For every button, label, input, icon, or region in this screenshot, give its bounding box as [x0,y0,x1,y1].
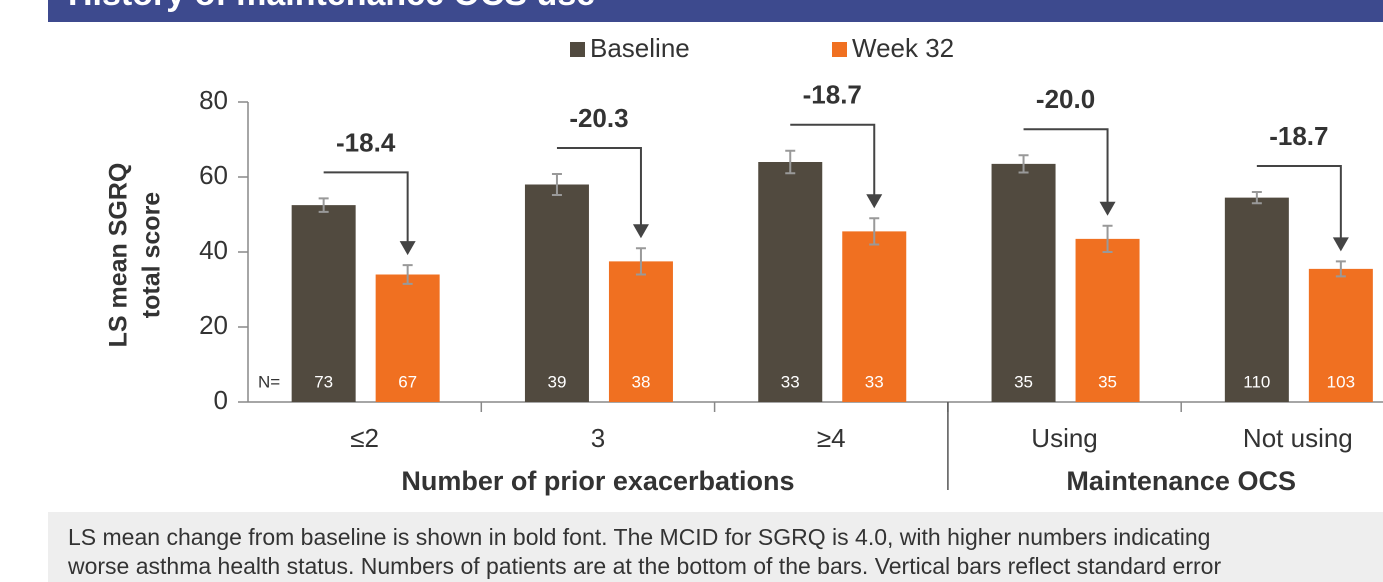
y-tick-label: 80 [199,85,228,115]
y-tick-label: 20 [199,310,228,340]
bar [291,205,356,402]
arrow-head [1099,201,1116,216]
n-value: 110 [1243,372,1270,391]
change-arrow [1256,165,1342,240]
footnote-box: LS mean change from baseline is shown in… [48,512,1383,582]
change-label: -18.7 [1269,121,1328,151]
arrow-head [399,241,416,256]
change-arrow [790,123,876,197]
change-label: -18.7 [803,80,862,110]
x-tick-label: Not using [1243,423,1353,453]
legend-swatch [570,42,585,57]
footnote: worse asthma health status. Numbers of p… [68,553,1222,579]
legend-label: Week 32 [852,33,954,63]
y-tick-label: 0 [214,385,228,415]
y-axis-label: LS mean SGRQ [105,163,133,348]
bar [1308,268,1373,402]
error-bar [1251,191,1262,205]
n-value: 33 [865,372,884,391]
n-label: N= [258,372,280,391]
error-bar [1102,224,1113,253]
change-label: -20.3 [569,103,628,133]
error-bar [1335,260,1346,278]
x-tick-label: 3 [591,423,605,453]
footnote: LS mean change from baseline is shown in… [68,524,1211,550]
group-label: Number of prior exacerbations [401,466,794,496]
error-bar [402,264,413,285]
bar [375,274,440,402]
n-value: 35 [1098,372,1117,391]
bar [991,163,1056,402]
x-tick-label: ≥4 [817,423,846,453]
n-value: 103 [1327,372,1355,391]
y-axis-label: total score [138,192,166,319]
arrow-head [866,194,883,209]
bar [1075,238,1140,402]
error-bar [869,217,880,246]
n-value: 38 [631,372,650,391]
error-bar [318,197,329,213]
group-label: Maintenance OCS [1066,466,1296,496]
change-label: -18.4 [336,127,396,157]
x-tick-label: Using [1031,423,1097,453]
n-value: 67 [398,372,417,391]
n-value: 35 [1014,372,1033,391]
error-bar [1018,154,1029,174]
n-value: 39 [547,372,566,391]
change-arrow [323,171,409,244]
error-bar [551,173,562,196]
bar [608,261,673,402]
y-tick-label: 40 [199,235,228,265]
arrow-head [1332,237,1349,252]
change-arrow [1023,128,1109,204]
title-bar [48,0,1383,22]
bar [758,162,823,402]
arrow-head [632,224,649,239]
y-tick-label: 60 [199,160,228,190]
n-value: 33 [781,372,800,391]
error-bar [785,149,796,175]
n-value: 73 [314,372,333,391]
bar [524,184,589,402]
legend-label: Baseline [590,33,690,63]
chart: History of maintenance OCS use LS mean S… [48,0,1383,496]
bar [842,231,907,402]
chart-title: History of maintenance OCS use [68,0,595,13]
change-arrow [556,147,642,227]
x-tick-label: ≤2 [350,423,379,453]
change-label: -20.0 [1036,84,1095,114]
bar [1224,197,1289,402]
legend-swatch [832,42,847,57]
error-bar [635,247,646,276]
